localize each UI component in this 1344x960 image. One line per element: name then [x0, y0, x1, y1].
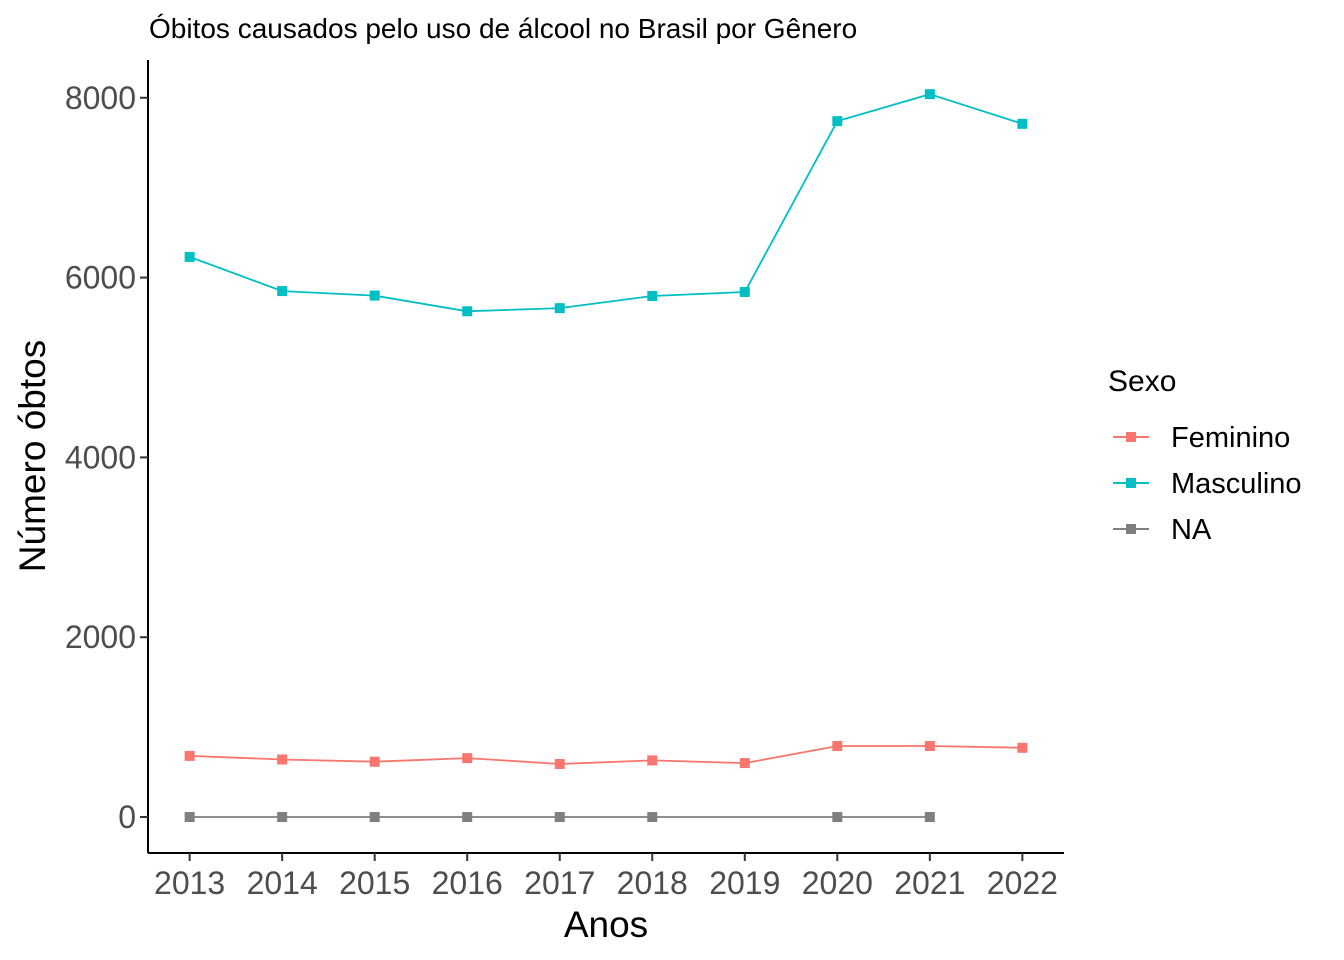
series-feminino [184, 741, 1028, 769]
y-axis-title: Número óbtos [12, 340, 53, 572]
data-point [462, 812, 473, 823]
data-point [832, 812, 843, 823]
data-point [924, 812, 935, 823]
legend-key-marker [1126, 524, 1136, 534]
legend-items: Feminino Masculino NA [1113, 422, 1302, 546]
x-tick-label: 2015 [339, 865, 410, 901]
data-point [277, 812, 288, 823]
series-masculino [184, 89, 1028, 317]
x-tick-label: 2022 [987, 865, 1058, 901]
y-axis-ticks: 0 2000 4000 6000 8000 [65, 80, 148, 835]
legend-item-feminino: Feminino [1113, 422, 1290, 454]
y-tick-label: 0 [118, 799, 136, 835]
legend-key-marker [1126, 478, 1136, 488]
legend-item-na: NA [1113, 514, 1212, 546]
legend-key-marker [1126, 432, 1136, 442]
data-point [647, 812, 658, 823]
legend-label: NA [1171, 514, 1212, 546]
data-point [739, 758, 750, 769]
x-tick-label: 2018 [617, 865, 688, 901]
legend-label: Feminino [1171, 422, 1290, 454]
x-axis-title: Anos [564, 904, 648, 945]
data-point [832, 741, 843, 752]
series-na [184, 812, 935, 823]
data-point [647, 755, 658, 766]
x-tick-label: 2013 [154, 865, 225, 901]
chart-title: Óbitos causados pelo uso de álcool no Br… [149, 13, 857, 44]
data-point [739, 286, 750, 297]
x-tick-label: 2019 [709, 865, 780, 901]
x-axis-ticks: 2013 2014 2015 2016 2017 2018 2019 2020 2021 2022 [154, 853, 1058, 901]
legend-item-masculino: Masculino [1113, 468, 1302, 500]
data-point [832, 116, 843, 127]
x-tick-label: 2016 [432, 865, 503, 901]
data-point [1017, 742, 1028, 753]
data-point [277, 286, 288, 297]
y-tick-label: 8000 [65, 80, 136, 116]
y-tick-label: 6000 [65, 260, 136, 296]
data-point [462, 306, 473, 317]
data-point [277, 754, 288, 765]
data-point [184, 812, 195, 823]
data-point [554, 758, 565, 769]
data-point [462, 753, 473, 764]
legend-title: Sexo [1108, 365, 1176, 398]
series-layer [184, 89, 1028, 823]
legend: Sexo Feminino Masculino NA [1108, 365, 1302, 546]
data-point [1017, 118, 1028, 129]
data-point [369, 812, 380, 823]
y-tick-label: 4000 [65, 439, 136, 475]
x-tick-label: 2017 [524, 865, 595, 901]
data-point [369, 756, 380, 767]
data-point [554, 303, 565, 314]
x-tick-label: 2014 [247, 865, 318, 901]
y-tick-label: 2000 [65, 619, 136, 655]
data-point [924, 89, 935, 100]
data-point [647, 291, 658, 302]
data-point [924, 741, 935, 752]
data-point [184, 251, 195, 262]
legend-label: Masculino [1171, 468, 1302, 500]
data-point [184, 750, 195, 761]
x-tick-label: 2021 [894, 865, 965, 901]
series-line-feminino [189, 745, 1023, 765]
series-line-masculino [189, 93, 1023, 313]
x-tick-label: 2020 [802, 865, 873, 901]
data-point [554, 812, 565, 823]
data-point [369, 290, 380, 301]
